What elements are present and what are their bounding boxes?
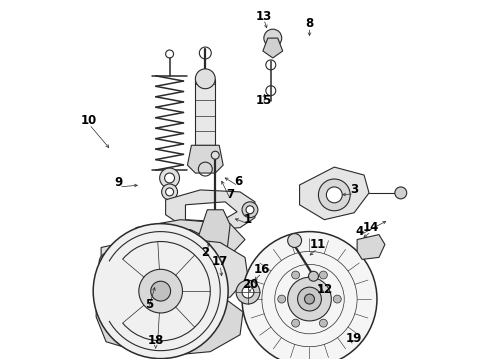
Circle shape — [162, 184, 177, 200]
Polygon shape — [197, 210, 230, 269]
Polygon shape — [196, 79, 215, 145]
Circle shape — [246, 206, 254, 214]
Circle shape — [211, 151, 219, 159]
Polygon shape — [166, 190, 255, 230]
Circle shape — [139, 269, 182, 313]
Polygon shape — [263, 38, 283, 58]
Circle shape — [236, 280, 260, 304]
Polygon shape — [185, 202, 237, 222]
Text: 16: 16 — [254, 263, 270, 276]
Circle shape — [160, 168, 179, 188]
Circle shape — [242, 231, 377, 360]
Circle shape — [288, 277, 331, 321]
Circle shape — [297, 287, 321, 311]
Circle shape — [151, 281, 171, 301]
Circle shape — [201, 246, 229, 273]
Text: 2: 2 — [201, 246, 209, 259]
Text: 10: 10 — [81, 114, 98, 127]
Circle shape — [333, 295, 341, 303]
Text: 7: 7 — [226, 188, 234, 201]
Text: 11: 11 — [309, 238, 325, 251]
Text: 13: 13 — [256, 10, 272, 23]
Polygon shape — [188, 145, 223, 173]
Polygon shape — [151, 230, 215, 251]
Circle shape — [288, 234, 301, 247]
Polygon shape — [357, 235, 385, 260]
Text: 17: 17 — [212, 255, 228, 268]
Circle shape — [99, 252, 119, 272]
Circle shape — [319, 319, 327, 327]
Text: 8: 8 — [305, 17, 314, 30]
Circle shape — [305, 294, 315, 304]
Circle shape — [242, 286, 254, 298]
Text: 14: 14 — [363, 221, 379, 234]
Polygon shape — [101, 235, 248, 305]
Text: 1: 1 — [244, 213, 252, 226]
Polygon shape — [114, 302, 205, 345]
Circle shape — [209, 253, 221, 265]
Circle shape — [165, 173, 174, 183]
Circle shape — [395, 187, 407, 199]
Circle shape — [264, 29, 282, 47]
Text: 19: 19 — [346, 332, 362, 345]
Text: 3: 3 — [350, 184, 358, 197]
Polygon shape — [136, 220, 245, 260]
Polygon shape — [121, 252, 210, 291]
Text: 5: 5 — [145, 297, 153, 311]
Polygon shape — [299, 167, 369, 220]
Text: 15: 15 — [256, 94, 272, 107]
Text: 12: 12 — [316, 283, 333, 296]
Polygon shape — [96, 289, 243, 357]
Circle shape — [166, 188, 173, 196]
Circle shape — [309, 271, 318, 281]
Circle shape — [196, 69, 215, 89]
Circle shape — [318, 179, 350, 211]
Circle shape — [104, 257, 114, 267]
Circle shape — [292, 271, 299, 279]
Circle shape — [93, 224, 228, 359]
Text: 18: 18 — [147, 334, 164, 347]
Text: 4: 4 — [355, 225, 363, 238]
Circle shape — [242, 202, 258, 218]
Text: 6: 6 — [234, 175, 242, 189]
Circle shape — [319, 271, 327, 279]
Text: 9: 9 — [115, 176, 123, 189]
Circle shape — [292, 319, 299, 327]
Text: 20: 20 — [242, 278, 258, 291]
Circle shape — [278, 295, 286, 303]
Circle shape — [326, 187, 342, 203]
